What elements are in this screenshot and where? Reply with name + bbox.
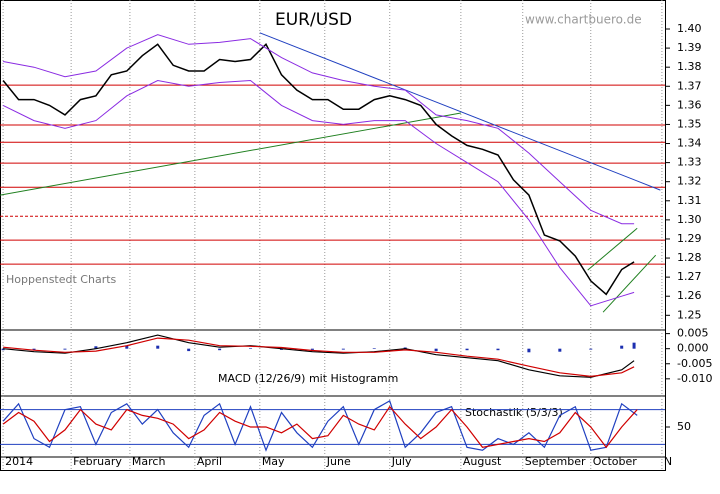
chart-subtitle: www.chartbuero.de	[525, 13, 642, 27]
y-tick-label: 0.005	[677, 327, 709, 340]
trend-line	[259, 32, 661, 191]
macd-label: MACD (12/26/9) mit Histogramm	[218, 372, 398, 385]
x-tick-label: August	[463, 455, 502, 468]
trend-line	[587, 227, 638, 271]
x-tick-label: May	[262, 455, 285, 468]
y-tick-label: 1.40	[677, 22, 702, 35]
macd-line	[3, 337, 635, 378]
histogram-bar	[527, 348, 531, 353]
y-tick-label: 1.25	[677, 308, 702, 321]
x-tick-label: September	[525, 455, 586, 468]
histogram-bar	[434, 348, 438, 352]
histogram-bar	[156, 345, 160, 349]
x-tick-label: July	[391, 455, 412, 468]
bollinger-band	[2, 79, 635, 307]
histogram-bar	[32, 348, 36, 351]
y-tick-label: 1.37	[677, 79, 702, 92]
y-tick-label: 1.30	[677, 213, 702, 226]
bollinger-band	[3, 34, 635, 225]
histogram-bar	[632, 342, 636, 349]
stochastic-line	[2, 400, 638, 452]
y-tick-label: 1.38	[677, 60, 702, 73]
y-tick-label: 1.26	[677, 289, 702, 302]
x-tick-label: 2014	[5, 455, 33, 468]
histogram-bar	[63, 348, 67, 350]
y-tick-label: 1.36	[677, 98, 702, 111]
histogram-bar	[589, 348, 593, 350]
y-tick-label: 1.27	[677, 270, 702, 283]
histogram-bar	[403, 347, 407, 349]
x-tick-label: April	[197, 455, 222, 468]
histogram-bar	[249, 348, 253, 349]
chart-title: EUR/USD	[275, 10, 352, 30]
x-tick-label: February	[73, 455, 122, 468]
trend-line	[602, 254, 657, 313]
y-tick-label: 1.33	[677, 156, 702, 169]
trend-line	[0, 112, 461, 196]
y-tick-label: -0.010	[677, 372, 712, 385]
y-tick-label: 1.28	[677, 251, 702, 264]
y-tick-label: 1.39	[677, 41, 702, 54]
frame	[0, 0, 666, 471]
histogram-bar	[620, 345, 624, 349]
histogram-bar	[94, 346, 98, 349]
histogram-bar	[125, 345, 129, 349]
histogram-bar	[187, 348, 191, 352]
histogram-bar	[465, 348, 469, 351]
macd-line	[3, 334, 635, 378]
stochastic-line	[2, 405, 638, 449]
y-tick-label: 0.000	[677, 342, 709, 355]
y-tick-label: 1.29	[677, 232, 702, 245]
y-tick-label: -0.005	[677, 357, 712, 370]
histogram-bar	[496, 348, 500, 351]
x-tick-label: October	[593, 455, 637, 468]
histogram-bar	[372, 348, 376, 349]
histogram-bar	[1, 348, 5, 351]
x-tick-label: June	[326, 455, 351, 468]
y-tick-label: 1.35	[677, 117, 702, 130]
x-tick-label: N	[664, 455, 672, 468]
histogram-bar	[310, 348, 314, 350]
histogram-bar	[218, 348, 222, 351]
y-tick-label: 50	[677, 420, 691, 433]
histogram-bar	[341, 348, 345, 350]
y-tick-label: 1.32	[677, 175, 702, 188]
x-tick-label: March	[132, 455, 166, 468]
stochastic-label: Stochastik (5/3/3)	[465, 406, 563, 419]
y-tick-label: 1.34	[677, 137, 702, 150]
histogram-bar	[558, 348, 562, 352]
annotation: Hoppenstedt Charts	[6, 273, 117, 286]
y-tick-label: 1.31	[677, 194, 702, 207]
price-line	[2, 43, 635, 296]
